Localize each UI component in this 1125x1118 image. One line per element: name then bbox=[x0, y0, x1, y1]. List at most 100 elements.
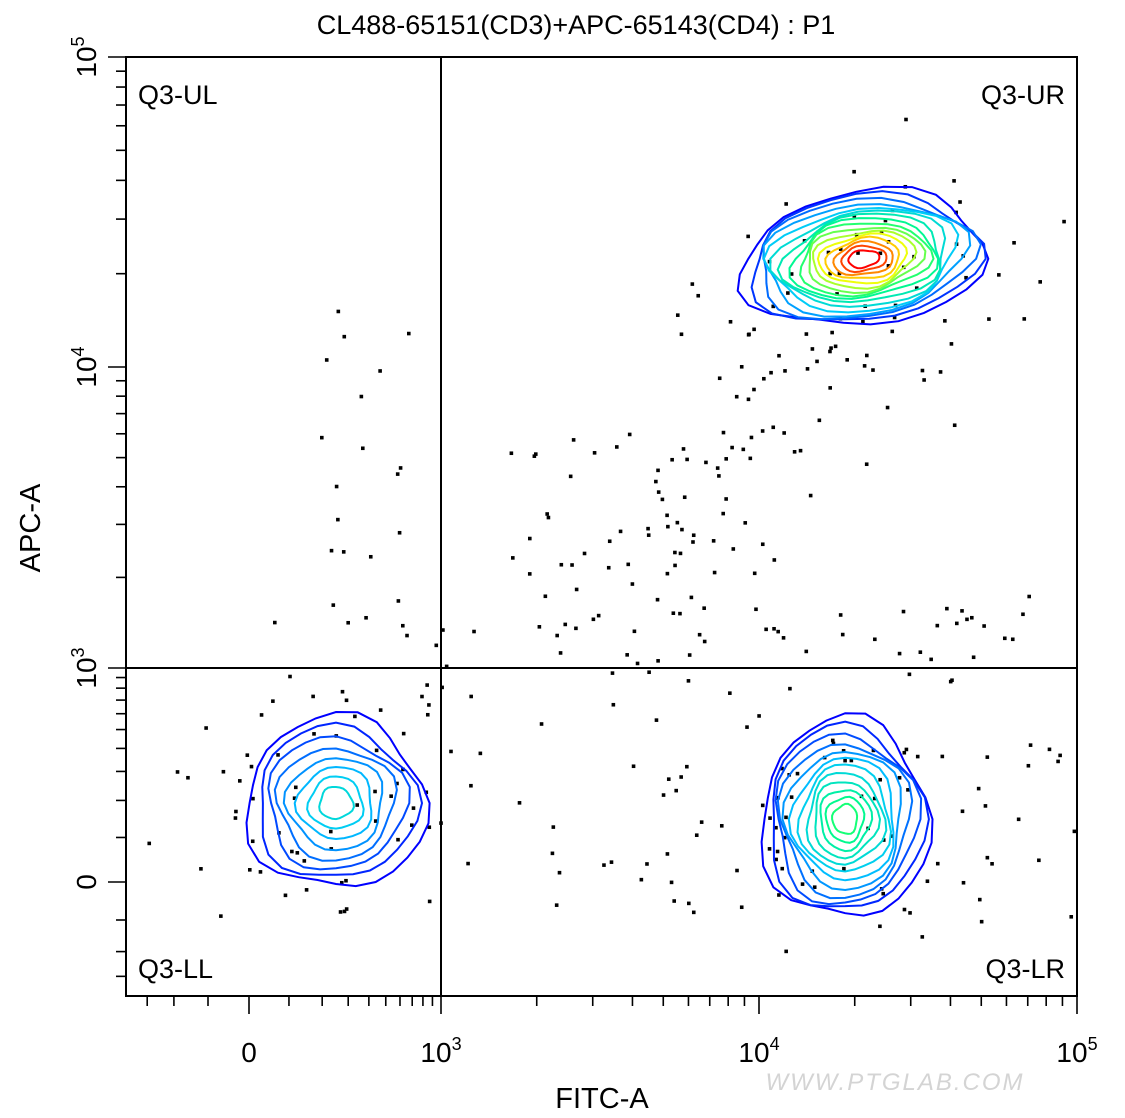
event-point bbox=[804, 332, 809, 336]
event-point bbox=[861, 319, 865, 324]
event-point bbox=[697, 632, 702, 637]
event-point bbox=[273, 620, 277, 625]
event-point bbox=[783, 369, 787, 373]
event-point bbox=[769, 370, 773, 375]
event-point bbox=[849, 758, 854, 763]
event-point bbox=[752, 571, 757, 576]
event-point bbox=[656, 468, 660, 473]
event-point bbox=[251, 796, 255, 801]
event-point bbox=[339, 880, 344, 885]
event-point bbox=[777, 353, 781, 358]
contour-q3-lr bbox=[796, 763, 893, 873]
event-point bbox=[334, 484, 339, 489]
event-point bbox=[574, 587, 579, 592]
event-point bbox=[511, 556, 515, 560]
event-point bbox=[329, 847, 334, 851]
event-point bbox=[614, 445, 619, 449]
event-point bbox=[833, 344, 838, 349]
event-point bbox=[691, 540, 695, 544]
event-point bbox=[342, 334, 347, 339]
event-point bbox=[784, 202, 788, 206]
event-point bbox=[721, 511, 726, 516]
event-point bbox=[788, 686, 792, 691]
event-point bbox=[336, 517, 340, 522]
contour-q3-lr bbox=[776, 743, 914, 900]
event-point bbox=[865, 353, 869, 358]
event-point bbox=[840, 632, 845, 637]
event-point bbox=[680, 527, 684, 532]
contour-q3-lr bbox=[819, 789, 874, 853]
event-point bbox=[678, 611, 682, 616]
event-point bbox=[800, 882, 805, 886]
event-point bbox=[398, 466, 403, 470]
event-point bbox=[948, 679, 953, 684]
event-point bbox=[1056, 759, 1060, 764]
event-point bbox=[396, 599, 401, 603]
x-tick-label: 104 bbox=[738, 1034, 779, 1068]
event-point bbox=[395, 781, 399, 786]
event-point bbox=[466, 861, 470, 866]
event-point bbox=[982, 624, 986, 628]
event-point bbox=[852, 169, 856, 174]
event-point bbox=[690, 282, 695, 286]
event-point bbox=[837, 271, 842, 276]
event-point bbox=[949, 342, 954, 346]
event-point bbox=[841, 748, 846, 753]
event-point bbox=[646, 533, 651, 537]
event-point bbox=[940, 754, 945, 759]
event-point bbox=[645, 862, 649, 866]
event-point bbox=[897, 775, 902, 780]
event-point bbox=[686, 901, 691, 906]
y-tick-label: 0 bbox=[71, 874, 102, 890]
event-point bbox=[808, 493, 813, 498]
event-point bbox=[582, 551, 587, 556]
event-point bbox=[665, 513, 669, 518]
event-point bbox=[889, 834, 894, 838]
event-point bbox=[960, 809, 965, 814]
event-point bbox=[762, 376, 766, 381]
event-point bbox=[702, 639, 707, 644]
contour-q3-ll bbox=[282, 757, 384, 852]
event-point bbox=[606, 565, 611, 570]
event-point bbox=[1072, 829, 1077, 834]
event-point bbox=[509, 451, 514, 456]
event-point bbox=[250, 839, 255, 844]
contour-q3-lr bbox=[781, 750, 902, 892]
event-point bbox=[828, 349, 832, 354]
event-point bbox=[696, 293, 701, 298]
event-point bbox=[914, 286, 919, 290]
event-point bbox=[221, 769, 226, 774]
event-point bbox=[752, 387, 756, 392]
event-point bbox=[789, 272, 794, 276]
contour-q3-ur bbox=[840, 244, 888, 274]
event-point bbox=[902, 750, 907, 755]
event-point bbox=[571, 438, 576, 442]
event-point bbox=[886, 264, 891, 268]
event-point bbox=[782, 431, 786, 435]
event-point bbox=[760, 429, 765, 433]
contour-q3-ur bbox=[736, 185, 990, 326]
event-point bbox=[997, 273, 1001, 277]
event-point bbox=[233, 816, 238, 820]
event-point bbox=[724, 457, 728, 461]
event-point bbox=[815, 359, 819, 364]
event-point bbox=[774, 857, 778, 862]
event-point bbox=[554, 903, 559, 907]
event-point bbox=[444, 664, 449, 669]
event-point bbox=[611, 702, 616, 707]
event-point bbox=[249, 764, 254, 769]
event-point bbox=[396, 837, 400, 842]
event-point bbox=[271, 699, 275, 703]
contour-q3-lr bbox=[774, 732, 923, 906]
event-point bbox=[958, 200, 962, 204]
event-point bbox=[965, 617, 969, 622]
event-point bbox=[943, 319, 947, 323]
quadrant-label-ur: Q3-UR bbox=[981, 80, 1065, 110]
y-tick-label: 103 bbox=[68, 647, 102, 688]
event-point bbox=[204, 726, 208, 730]
event-point bbox=[324, 358, 329, 362]
event-point bbox=[290, 849, 294, 854]
event-point bbox=[878, 924, 882, 929]
x-axis-label: FITC-A bbox=[555, 1083, 649, 1115]
event-point bbox=[517, 801, 522, 805]
